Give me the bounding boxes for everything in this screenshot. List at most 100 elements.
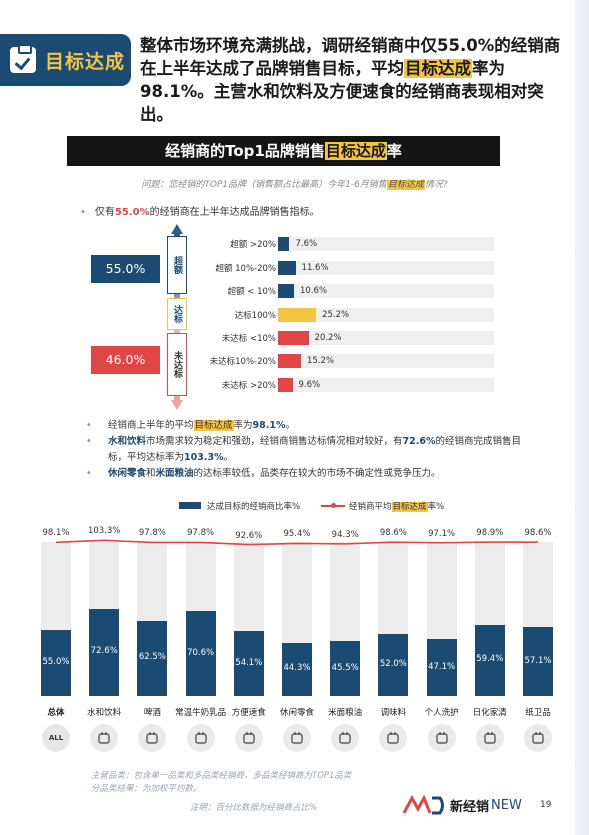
not-achieved-share-box: 46.0% (91, 346, 160, 374)
legend-line-label: 经销商平均目标达成率% (349, 500, 444, 512)
achievement-label: 超额 10%-20% (215, 264, 276, 274)
bullet-text-part: 经销商上半年的平均 (108, 420, 194, 431)
category-label: 水和饮料 (87, 708, 122, 718)
rice-oil-icon (331, 724, 360, 752)
personal-care-icon (427, 724, 456, 752)
chart-title-part1: 经销商的Top1品牌销售 (165, 142, 325, 160)
bullet-text-part: 。 (285, 420, 296, 431)
achievement-value: 15.2% (306, 356, 334, 366)
column-value-label: 59.4% (476, 654, 504, 665)
achievement-bar (278, 354, 301, 368)
logo-text: 新经销 (450, 799, 490, 815)
category-label: 调味料 (380, 708, 407, 718)
column-bar (378, 633, 409, 696)
bullet-dot: • (86, 436, 92, 447)
headline: 整体市场环境充满挑战，调研经销商中仅55.0%的经销商在上半年达成了品牌销售目标… (140, 34, 570, 126)
achievement-label: 超额 < 10% (227, 287, 276, 297)
legend-line-swatch (321, 503, 345, 508)
section-tag: 目标达成 (0, 34, 131, 86)
achievement-value: 11.6% (301, 263, 329, 273)
legend-bar-label: 达成目标的经销商比率% (207, 502, 301, 512)
column-bar (282, 642, 312, 696)
achievement-value: 9.6% (298, 380, 321, 390)
achievement-row: 未达标10%-20% 15.2% (190, 353, 500, 369)
column-value-label: 62.5% (138, 652, 166, 663)
achievement-label: 未达标10%-20% (209, 357, 276, 367)
bullet-text-part: 和 (146, 468, 156, 479)
logo-new: NEW (491, 797, 522, 813)
achievement-label: 未达标 <10% (221, 334, 276, 344)
bullet-text-part: 市场需求较为稳定和强劲，经销商销售达标情况相对较好，有 (146, 436, 403, 447)
bullet1-highlight: 55.0% (114, 207, 150, 218)
column-bar (426, 639, 457, 696)
column-bar (233, 631, 264, 696)
line-value-label: 97.8% (138, 528, 166, 539)
category-label: 方便速食 (231, 708, 266, 718)
achievement-track: 10.6% (278, 284, 494, 298)
insight-bullet-text: 经销商上半年的平均目标达成率为98.1%。 (108, 418, 295, 434)
headline-part1: 整体市场环境充满挑战，调研经销商中仅55.0%的经销商在上半年达成了品牌销售目标… (140, 36, 561, 78)
bullet-dot: • (86, 420, 92, 431)
column-value-label: 52.0% (379, 658, 407, 669)
bullet-dot: • (80, 207, 86, 218)
highlight-text: 目标达成 (193, 420, 234, 431)
legend-bar-swatch (179, 502, 201, 509)
bullet-text-part: 率为 (233, 420, 253, 431)
achievement-row: 超额 10%-20% 11.6% (190, 260, 500, 276)
category-label: 个人洗护 (424, 708, 459, 718)
legend-line-highlight: 目标达成 (391, 502, 428, 512)
insight-bullet: • 经销商上半年的平均目标达成率为98.1%。 (86, 418, 526, 434)
footnote-line1: 主营品类：包含单一品类和多品类经销商，多品类经销商为TOP1品类 (91, 771, 352, 781)
bullet-text-part: 。 (223, 452, 234, 463)
legend-line-part1: 经销商平均 (349, 502, 392, 512)
column-value-label: 57.1% (524, 655, 552, 666)
beer-icon (138, 724, 167, 752)
footnote-definitions: 主营品类：包含单一品类和多品类经销商，多品类经销商为TOP1品类 分品类结果：为… (91, 770, 351, 796)
achievement-value: 7.6% (295, 239, 318, 249)
insight-bullets: • 经销商上半年的平均目标达成率为98.1%。 • 水和饮料市场需求较为稳定和强劲，经… (86, 418, 526, 482)
seasoning-icon (379, 724, 408, 752)
emphasis-text: 水和饮料 (108, 436, 147, 447)
achieved-share-box: 55.0% (91, 255, 160, 283)
brand-logo: 新经销 NEW (402, 795, 522, 815)
column-value-label: 72.6% (90, 646, 118, 657)
achievement-bar (278, 284, 295, 298)
achievement-row: 未达标 <10% 20.2% (190, 330, 500, 346)
achievement-value: 20.2% (314, 333, 342, 343)
survey-question: 问题：您经销的TOP1品牌（销售额占比最高）今年1-6月销售目标达成情况? (0, 177, 589, 190)
line-value-label: 97.8% (187, 528, 215, 539)
insight-bullet-text: 休闲零食和米面粮油的达标率较低，品类存在较大的市场不确定性或竞争压力。 (108, 466, 441, 482)
category-label: 总体 (47, 708, 65, 718)
bullet-text-part: 的经销商完成销售目标，平均达标率为 (108, 436, 522, 463)
category-column-chart: 55.0% 98.1% 总体 ALL 72.6% 103.3% 水和饮料 62.5% 97.8%… (0, 520, 589, 752)
headline-part2: 率为98.1%。主营水和饮料及方便速食的经销商表现相对突出。 (140, 59, 544, 124)
column-bar (330, 641, 361, 696)
emphasis-text: 103.3% (184, 452, 224, 463)
insight-bullet: • 休闲零食和米面粮油的达标率较低，品类存在较大的市场不确定性或竞争压力。 (86, 466, 526, 482)
headline-highlight: 目标达成 (404, 59, 472, 78)
bottles-icon (90, 724, 119, 752)
line-value-label: 103.3% (87, 526, 121, 537)
footnote-note: 注明：百分比数据为经销商占比% (190, 803, 318, 813)
tissue-icon (524, 724, 552, 752)
line-value-label: 98.6% (524, 528, 552, 539)
category-label: 常温牛奶乳品 (175, 708, 227, 718)
footnote-line2: 分品类结果：为加权平均数。 (91, 784, 202, 794)
emphasis-text: 米面粮油 (155, 468, 194, 479)
achievement-row: 达标100% 25.2% (190, 307, 500, 323)
achievement-row: 未达标 >20% 9.6% (190, 377, 500, 393)
column-value-label: 45.5% (331, 662, 359, 673)
achievement-bar (278, 331, 309, 345)
emphasis-text: 休闲零食 (108, 468, 147, 479)
achievement-row: 超额 >20% 7.6% (190, 236, 500, 252)
line-value-label: 98.9% (476, 528, 504, 539)
line-value-label: 94.3% (331, 529, 359, 540)
insight-bullet-text: 水和饮料市场需求较为稳定和强劲，经销商销售达标情况相对较好，有72.6%的经销商… (108, 434, 526, 466)
achievement-bar (278, 308, 317, 322)
achievement-label: 未达标 >20% (221, 381, 276, 391)
achievement-row: 超额 < 10% 10.6% (190, 283, 500, 299)
arrow-up-icon (171, 224, 183, 234)
category-label: 纸卫品 (525, 708, 551, 718)
achievement-bar (278, 237, 290, 251)
